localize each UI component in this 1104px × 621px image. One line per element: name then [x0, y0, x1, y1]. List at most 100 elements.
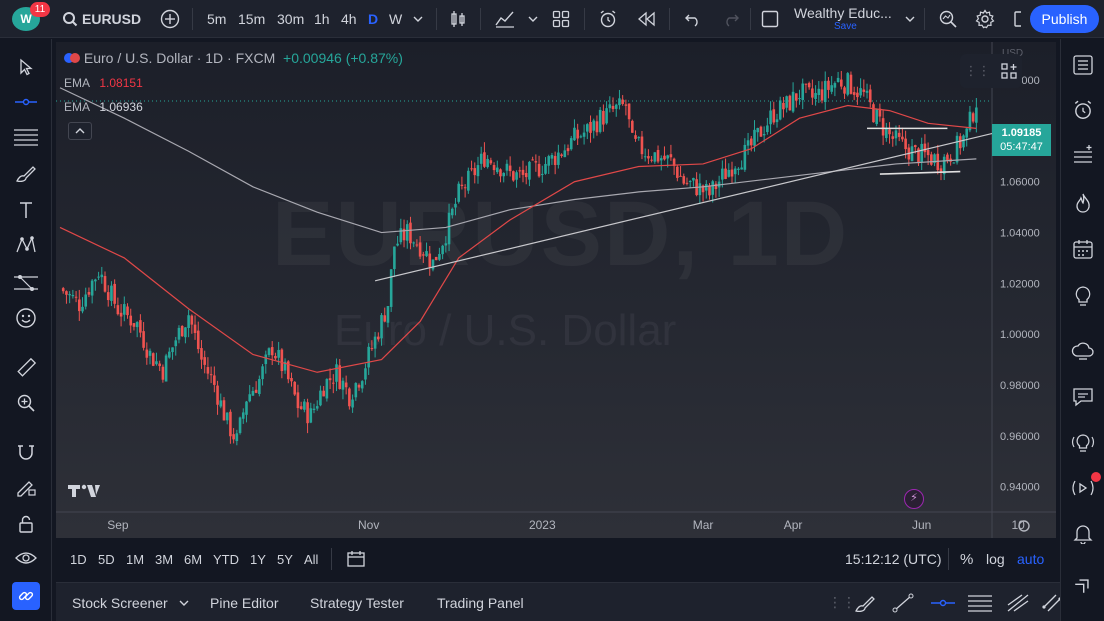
alert-button[interactable] [598, 0, 618, 38]
notifications-button[interactable] [1069, 519, 1097, 547]
timezone-clock[interactable]: 15:12:12 (UTC) [845, 551, 942, 567]
data-window-button[interactable] [1069, 141, 1097, 169]
alerts-button[interactable] [1069, 96, 1097, 124]
candle-body [225, 412, 229, 421]
floating-widget[interactable]: ⋮⋮ [960, 54, 1022, 88]
symbol-search-button[interactable]: EURUSD [62, 0, 141, 38]
drag-handle-icon[interactable]: ⋮⋮ [828, 594, 856, 610]
candle-body [148, 350, 152, 356]
compare-button[interactable] [160, 0, 180, 38]
interval-30m[interactable]: 30m [277, 11, 305, 27]
ideas-button[interactable] [1069, 282, 1097, 310]
candle-body [319, 390, 322, 406]
redo-button[interactable] [722, 0, 740, 38]
hotlists-button[interactable] [1069, 189, 1097, 217]
interval-5m[interactable]: 5m [207, 11, 227, 27]
tab-stock-screener[interactable]: Stock Screener [72, 583, 190, 621]
prediction-tool[interactable] [12, 269, 40, 297]
layout-name[interactable]: Wealthy Educ... [794, 5, 892, 21]
range-ytd[interactable]: YTD [213, 551, 239, 567]
candle-body [701, 185, 705, 193]
interval-15m[interactable]: 15m [238, 11, 266, 27]
zoom-tool[interactable] [12, 389, 40, 417]
tab-trading-panel[interactable]: Trading Panel [437, 594, 524, 611]
candle-body [431, 259, 435, 270]
flag-icon [64, 53, 80, 63]
candle-body [338, 365, 342, 389]
interval-1h[interactable]: 1h [314, 11, 330, 27]
range-1m[interactable]: 1M [126, 551, 145, 567]
indicators-button[interactable] [494, 0, 516, 38]
range-5d[interactable]: 5D [98, 551, 115, 567]
collapse-legend-button[interactable] [68, 122, 92, 140]
quick-search-button[interactable] [938, 0, 958, 38]
calendar-button[interactable] [1069, 235, 1097, 263]
favorite-pitchfork[interactable] [1006, 583, 1030, 621]
interval-4h[interactable]: 4h [341, 11, 357, 27]
range-all[interactable]: All [304, 551, 319, 567]
icon-tool[interactable] [12, 304, 40, 332]
favorite-horizontal-ray[interactable] [931, 583, 955, 621]
indicators-dropdown[interactable] [527, 0, 539, 38]
candle-body [81, 306, 84, 312]
idea-streams-button[interactable] [1069, 429, 1097, 457]
collapse-panel-button[interactable] [1069, 571, 1097, 599]
candle-body [579, 136, 583, 138]
price-chart[interactable]: 1.100001.080001.060001.040001.020001.000… [56, 42, 1056, 538]
chart-pane[interactable]: EURUSD, 1D Euro / U.S. Dollar 1.100001.0… [56, 42, 1056, 538]
tab-pine-editor[interactable]: Pine Editor [210, 594, 279, 611]
text-tool[interactable] [12, 196, 40, 224]
lightning-icon[interactable]: ⚡ [904, 489, 924, 509]
percent-toggle[interactable]: % [960, 550, 974, 568]
stay-in-drawing-mode[interactable] [12, 473, 40, 501]
trend-line-tool[interactable] [12, 88, 40, 116]
auto-scale-toggle[interactable]: auto [1017, 551, 1045, 567]
tab-strategy-tester[interactable]: Strategy Tester [310, 594, 404, 611]
undo-button[interactable] [684, 0, 702, 38]
range-1d[interactable]: 1D [70, 551, 87, 567]
lock-drawings[interactable] [12, 510, 40, 538]
favorite-fib-tool[interactable] [968, 583, 992, 621]
streams-button[interactable] [1069, 337, 1097, 365]
range-1y[interactable]: 1Y [250, 551, 266, 567]
candle-body [283, 361, 287, 371]
layout-toggle-button[interactable] [761, 0, 779, 38]
candle-body [836, 77, 840, 82]
brush-tool[interactable] [12, 159, 40, 187]
chart-type-button[interactable] [448, 0, 468, 38]
publish-button[interactable]: Publish [1030, 5, 1099, 33]
hide-drawings[interactable] [12, 544, 40, 572]
candle-body [756, 128, 760, 133]
candle-body [113, 283, 116, 304]
chats-button[interactable] [1069, 383, 1097, 411]
fullscreen-button[interactable] [1013, 0, 1023, 38]
ema2-legend[interactable]: EMA 1.06936 [64, 100, 143, 114]
range-3m[interactable]: 3M [155, 551, 174, 567]
range-6m[interactable]: 6M [184, 551, 203, 567]
pattern-tool[interactable] [12, 231, 40, 259]
fib-tool[interactable] [12, 123, 40, 151]
measure-tool[interactable] [12, 354, 40, 382]
broadcasts-button[interactable] [1069, 472, 1101, 502]
candle-body [222, 400, 226, 421]
range-5y[interactable]: 5Y [277, 551, 293, 567]
cursor-tool[interactable] [12, 53, 40, 81]
ema1-legend[interactable]: EMA 1.08151 [64, 76, 143, 90]
replay-button[interactable] [637, 0, 657, 38]
log-toggle[interactable]: log [986, 551, 1005, 567]
layout-save-status[interactable]: Save [834, 21, 857, 32]
interval-dropdown[interactable] [412, 0, 424, 38]
settings-button[interactable] [975, 0, 995, 38]
watchlist-button[interactable] [1069, 51, 1097, 79]
interval-w[interactable]: W [389, 11, 403, 27]
interval-d[interactable]: D [368, 11, 379, 27]
layout-dropdown[interactable] [904, 0, 916, 38]
magnet-tool[interactable] [12, 438, 40, 466]
favorite-parallel-channel[interactable] [1042, 583, 1062, 621]
go-to-date-button[interactable] [346, 541, 366, 577]
sync-drawings[interactable] [12, 582, 40, 610]
candle-body [415, 244, 419, 246]
favorite-trend-line[interactable] [892, 583, 914, 621]
favorite-brush-tool[interactable] [854, 583, 878, 621]
layout-templates-button[interactable] [552, 0, 570, 38]
